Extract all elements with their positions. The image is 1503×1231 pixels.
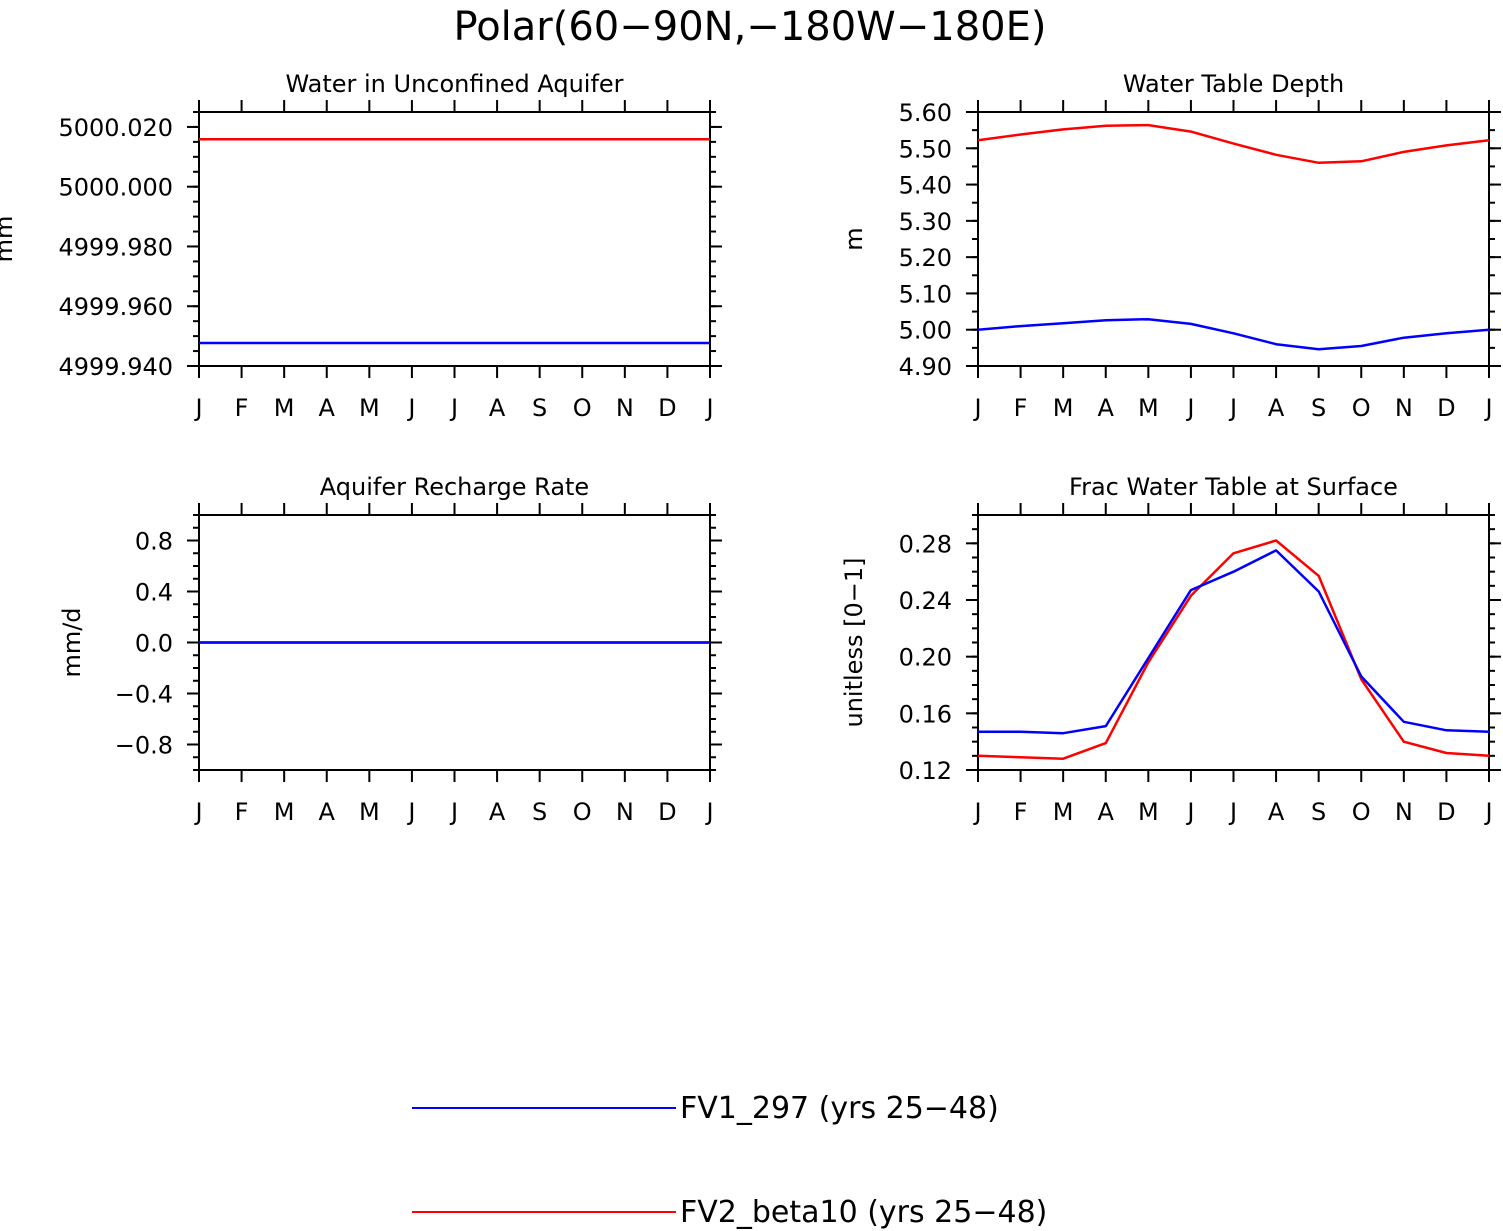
y-axis-label: unitless [0−1] [840,558,868,728]
x-tick-label: J [449,394,458,422]
x-tick-label: A [489,394,506,422]
x-tick-label: S [1311,394,1326,422]
x-tick-label: S [1311,798,1326,826]
x-tick-label: M [1053,798,1074,826]
x-tick-label: J [193,798,202,826]
x-tick-label: M [359,798,380,826]
y-tick-label: 5.10 [899,280,952,308]
x-tick-label: D [1437,798,1455,826]
x-tick-label: D [1437,394,1455,422]
x-tick-label: O [573,798,592,826]
x-tick-label: M [359,394,380,422]
x-tick-label: N [616,798,634,826]
x-tick-label: S [532,798,547,826]
y-tick-label: 5000.000 [58,174,173,202]
x-tick-label: J [972,394,981,422]
y-tick-label: 5.60 [899,99,952,127]
x-tick-label: A [319,798,336,826]
y-tick-label: 4999.940 [58,353,173,381]
x-tick-label: J [449,798,458,826]
y-axis-label: m [840,227,868,250]
x-tick-label: M [1138,394,1159,422]
x-tick-label: A [1268,798,1285,826]
x-tick-label: N [1395,798,1413,826]
panel-title: Water Table Depth [1123,70,1344,98]
series-line-fv1-297 [977,317,1490,351]
x-tick-label: A [1268,394,1285,422]
y-tick-label: 5.50 [899,135,952,163]
legend: FV1_297 (yrs 25−48) FV2_beta10 (yrs 25−48… [412,1091,1047,1230]
x-tick-label: J [1483,394,1492,422]
x-tick-label: J [972,798,981,826]
x-tick-label: D [658,394,676,422]
x-tick-label: N [616,394,634,422]
y-tick-label: 0.20 [899,644,952,672]
x-tick-label: N [1395,394,1413,422]
y-tick-label: 5.00 [899,317,952,345]
legend-label: FV1_297 (yrs 25−48) [680,1091,999,1126]
y-tick-label: 5.20 [899,244,952,272]
x-tick-label: J [1228,798,1237,826]
x-tick-label: M [1053,394,1074,422]
y-tick-label: 0.16 [899,700,952,728]
y-tick-label: 5000.020 [58,114,173,142]
series-line-fv2-beta10 [977,539,1490,760]
x-tick-label: O [1352,798,1371,826]
x-tick-label: A [1098,798,1115,826]
x-tick-label: J [704,394,713,422]
x-tick-label: O [1352,394,1371,422]
x-tick-label: J [406,798,415,826]
x-tick-label: F [1014,394,1028,422]
x-tick-label: J [1483,798,1492,826]
x-tick-label: M [1138,798,1159,826]
y-tick-label: 0.0 [135,630,173,658]
x-tick-label: S [532,394,547,422]
y-tick-label: 0.24 [899,587,952,615]
x-tick-label: D [658,798,676,826]
panel-title: Frac Water Table at Surface [1069,473,1398,501]
x-tick-label: O [573,394,592,422]
y-tick-label: 4.90 [899,353,952,381]
y-axis-label: mm/d [58,607,86,677]
y-tick-label: 4999.960 [58,293,173,321]
x-tick-label: J [704,798,713,826]
panel-title: Aquifer Recharge Rate [320,473,589,501]
x-tick-label: M [274,394,295,422]
x-tick-label: A [489,798,506,826]
x-tick-label: J [1185,394,1194,422]
x-tick-label: J [193,394,202,422]
y-tick-label: 0.8 [135,528,173,556]
legend-label: FV2_beta10 (yrs 25−48) [680,1195,1047,1230]
y-axis-label: mm [0,216,18,263]
y-tick-label: −0.8 [115,732,173,760]
x-tick-label: F [235,798,249,826]
x-tick-label: F [1014,798,1028,826]
x-tick-label: M [274,798,295,826]
x-tick-label: J [1228,394,1237,422]
panel-title: Water in Unconfined Aquifer [285,70,623,98]
y-tick-label: 5.40 [899,172,952,200]
y-tick-label: 0.4 [135,579,173,607]
x-tick-label: A [319,394,336,422]
x-tick-label: F [235,394,249,422]
y-tick-label: 4999.980 [58,233,173,261]
plot-frame [198,111,711,367]
y-tick-label: −0.4 [115,681,173,709]
y-tick-label: 0.12 [899,757,952,785]
y-tick-label: 5.30 [899,208,952,236]
figure-title: Polar(60−90N,−180W−180E) [454,4,1047,50]
series-line-fv1-297 [978,549,1490,735]
x-tick-label: A [1098,394,1115,422]
y-tick-label: 0.28 [899,530,952,558]
x-tick-label: J [1185,798,1194,826]
series-line-fv2-beta10 [977,123,1490,165]
x-tick-label: J [406,394,415,422]
